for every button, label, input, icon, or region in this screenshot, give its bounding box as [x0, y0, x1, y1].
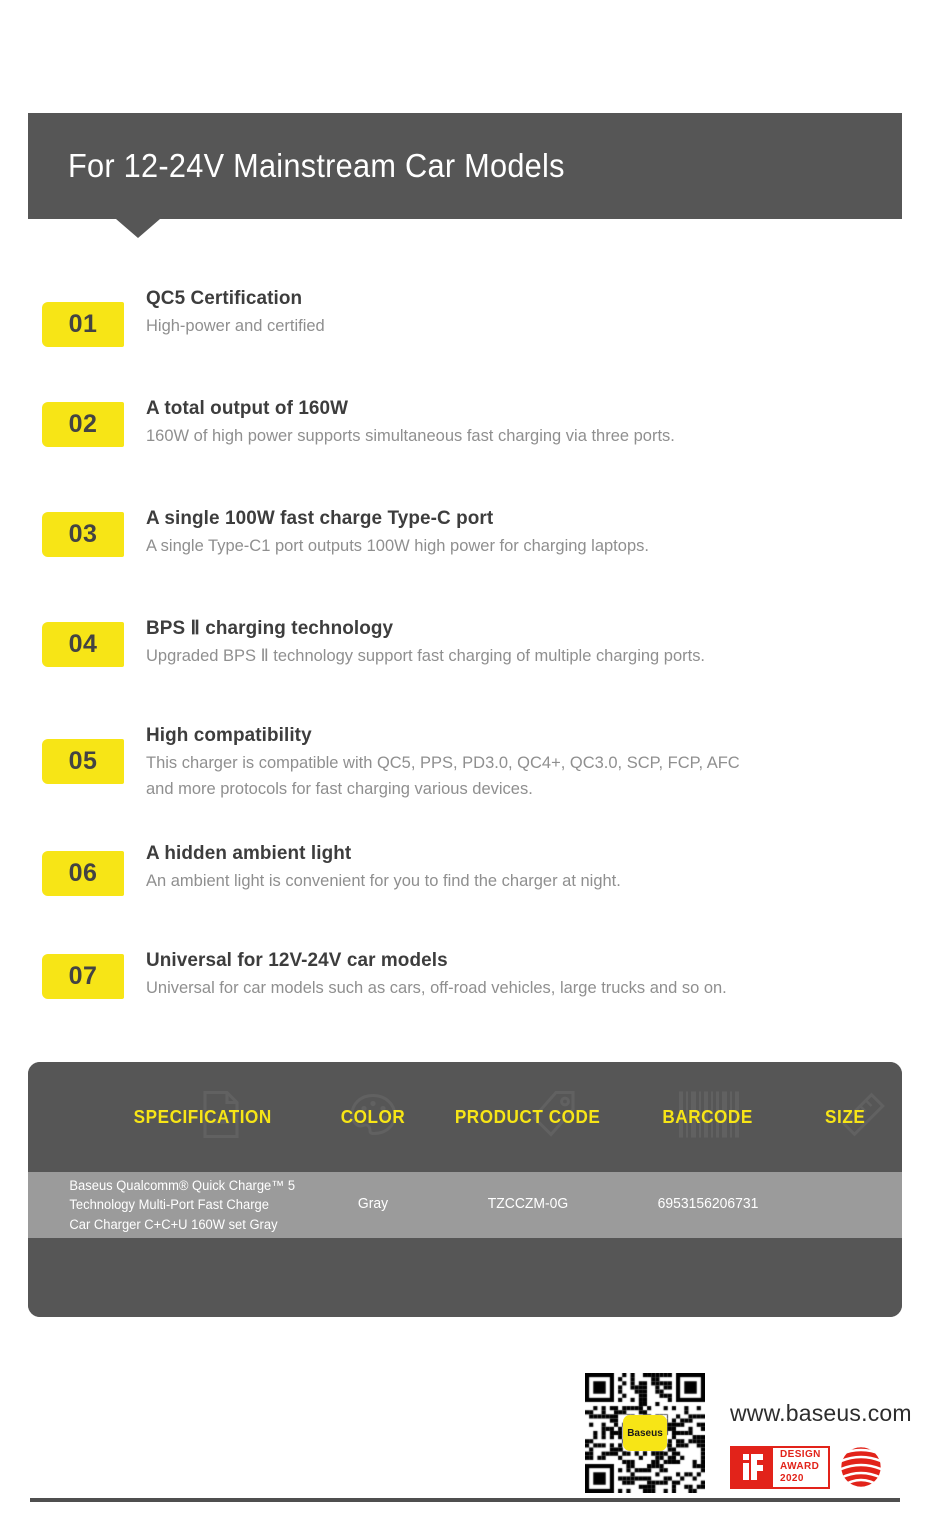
if-design-award-icon: DESIGN AWARD 2020	[730, 1445, 830, 1489]
feature-title: A hidden ambient light	[146, 842, 352, 864]
if-award-line3: 2020	[780, 1472, 804, 1484]
feature-number-badge: 03	[42, 512, 124, 557]
spec-column-header: COLOR	[318, 1062, 428, 1172]
feature-description: This charger is compatible with QC5, PPS…	[146, 753, 740, 798]
spec-cell-specification: Baseus Qualcomm® Quick Charge™ 5 Technol…	[69, 1177, 296, 1232]
feature-number-badge: 02	[42, 402, 124, 447]
feature-text-block: Universal for 12V-24V car models Universa…	[146, 948, 745, 1001]
spec-column-label: SIZE	[824, 1106, 866, 1127]
feature-number-badge: 07	[42, 954, 124, 999]
spec-table-empty-row	[28, 1238, 902, 1317]
spec-cell-size	[790, 1172, 899, 1238]
feature-item: 01 QC5 Certification High-power and certif…	[0, 286, 930, 347]
qr-code[interactable]: Baseus	[585, 1373, 705, 1493]
feature-text-block: QC5 Certification High-power and certifie…	[146, 286, 330, 339]
feature-text-block: BPS Ⅱ charging technology Upgraded BPS Ⅱ …	[146, 616, 722, 669]
feature-item: 04 BPS Ⅱ charging technology Upgraded BPS …	[0, 616, 930, 669]
if-award-line2: AWARD	[780, 1461, 820, 1473]
spec-column-label: BARCODE	[662, 1106, 754, 1127]
if-mark-icon	[732, 1447, 773, 1487]
banner-bar: For 12-24V Mainstream Car Models	[28, 113, 902, 219]
feature-item: 06 A hidden ambient light An ambient light…	[0, 841, 930, 896]
spec-column-label: PRODUCT CODE	[455, 1106, 601, 1127]
striped-sphere-award-icon	[840, 1446, 882, 1488]
feature-text-block: A hidden ambient light An ambient light i…	[146, 841, 636, 894]
if-letter-i-icon	[742, 1454, 749, 1480]
spec-cell-product-code: TZCCZM-0G	[487, 1196, 569, 1213]
feature-text-block: A single 100W fast charge Type-C port A s…	[146, 506, 665, 559]
feature-item: 05 High compatibility This charger is comp…	[0, 723, 930, 801]
feature-number-badge: 04	[42, 622, 124, 667]
banner-notch-triangle	[116, 219, 160, 238]
feature-description: A single Type-C1 port outputs 100W high …	[146, 536, 649, 556]
qr-center-logo: Baseus	[623, 1415, 667, 1451]
feature-text-block: High compatibility This charger is compat…	[146, 723, 758, 801]
banner-title: For 12-24V Mainstream Car Models	[68, 147, 565, 184]
spec-cell-barcode: 6953156206731	[657, 1196, 759, 1213]
feature-number-badge: 01	[42, 302, 124, 347]
specification-table: SPECIFICATION COLOR PRODUCT CODE BARCODE SIZ…	[28, 1062, 902, 1317]
feature-title: A single 100W fast charge Type-C port	[146, 507, 494, 529]
feature-number-badge: 05	[42, 739, 124, 784]
feature-item: 03 A single 100W fast charge Type-C port A…	[0, 506, 930, 559]
feature-title: QC5 Certification	[146, 287, 303, 309]
feature-item: 02 A total output of 160W 160W of high pow…	[0, 396, 930, 449]
if-award-line1: DESIGN	[780, 1449, 821, 1461]
feature-description: Universal for car models such as cars, o…	[146, 978, 727, 998]
spec-column-header: BARCODE	[628, 1062, 788, 1172]
table-row: Baseus Qualcomm® Quick Charge™ 5 Technol…	[28, 1172, 902, 1238]
header-banner: For 12-24V Mainstream Car Models	[28, 113, 902, 238]
if-letter-f-icon	[750, 1454, 763, 1480]
website-url[interactable]: www.baseus.com	[730, 1400, 912, 1426]
feature-description: High-power and certified	[146, 316, 325, 336]
footer-divider	[30, 1498, 900, 1502]
spec-cell-color: Gray	[357, 1196, 389, 1213]
feature-description: Upgraded BPS Ⅱ technology support fast c…	[146, 646, 706, 666]
feature-description: 160W of high power supports simultaneous…	[146, 426, 675, 446]
feature-description: An ambient light is convenient for you t…	[146, 871, 621, 891]
page-footer: Baseus www.baseus.com DESIGN	[0, 1368, 930, 1508]
award-logos: DESIGN AWARD 2020	[730, 1445, 883, 1489]
spec-column-label: SPECIFICATION	[133, 1106, 273, 1127]
if-award-text: DESIGN AWARD 2020	[773, 1447, 828, 1487]
feature-text-block: A total output of 160W 160W of high power…	[146, 396, 691, 449]
spec-column-label: COLOR	[340, 1106, 406, 1127]
feature-title: A total output of 160W	[146, 397, 349, 419]
feature-title: Universal for 12V-24V car models	[146, 949, 448, 971]
feature-title: High compatibility	[146, 724, 312, 746]
feature-item: 07 Universal for 12V-24V car models Univer…	[0, 948, 930, 1001]
spec-column-header: SPECIFICATION	[88, 1062, 318, 1172]
spec-column-header: PRODUCT CODE	[428, 1062, 628, 1172]
spec-table-header-row: SPECIFICATION COLOR PRODUCT CODE BARCODE SIZ…	[28, 1062, 902, 1172]
feature-number-badge: 06	[42, 851, 124, 896]
spec-column-header: SIZE	[788, 1062, 902, 1172]
feature-title: BPS Ⅱ charging technology	[146, 617, 394, 639]
